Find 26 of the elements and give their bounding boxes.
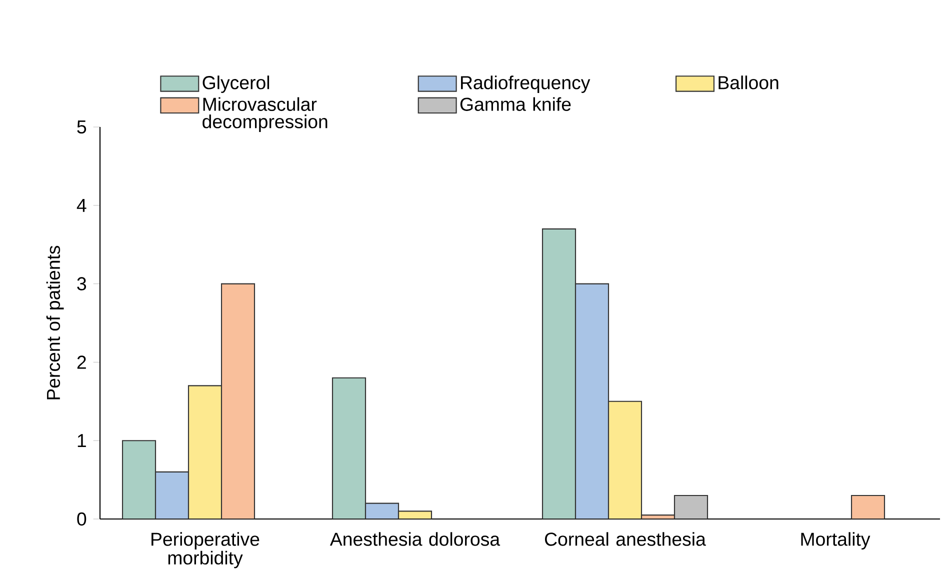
legend-label: Balloon xyxy=(718,76,778,90)
x-tick-label: Corneal anesthesia xyxy=(545,532,706,546)
bar xyxy=(608,400,642,519)
bar xyxy=(574,283,610,519)
bar xyxy=(154,471,190,519)
y-axis-title: Percent of patients xyxy=(46,246,64,400)
x-tick-label: Mortality xyxy=(801,532,870,550)
x-tick-label: Perioperative morbidity xyxy=(152,532,260,568)
y-tick-label: 4 xyxy=(76,198,86,212)
bar xyxy=(220,283,256,519)
legend-label: Radiofrequency xyxy=(461,76,590,93)
bar xyxy=(850,494,886,519)
y-tick-label: 0 xyxy=(77,512,86,526)
bar xyxy=(332,377,366,519)
bar xyxy=(364,502,400,519)
bar xyxy=(542,228,576,519)
legend-label: Glycerol xyxy=(202,76,270,93)
y-tick-label: 2 xyxy=(77,356,86,369)
y-tick-label: 5 xyxy=(77,120,86,134)
legend-label: Microvascular decompression xyxy=(202,97,328,132)
y-tick-label: 3 xyxy=(77,277,86,290)
y-tick-label: 1 xyxy=(78,434,86,448)
bar xyxy=(122,440,156,519)
x-tick-label: Anesthesia dolorosa xyxy=(330,532,500,546)
legend-label: Gamma knife xyxy=(460,97,571,111)
bar xyxy=(188,385,222,519)
